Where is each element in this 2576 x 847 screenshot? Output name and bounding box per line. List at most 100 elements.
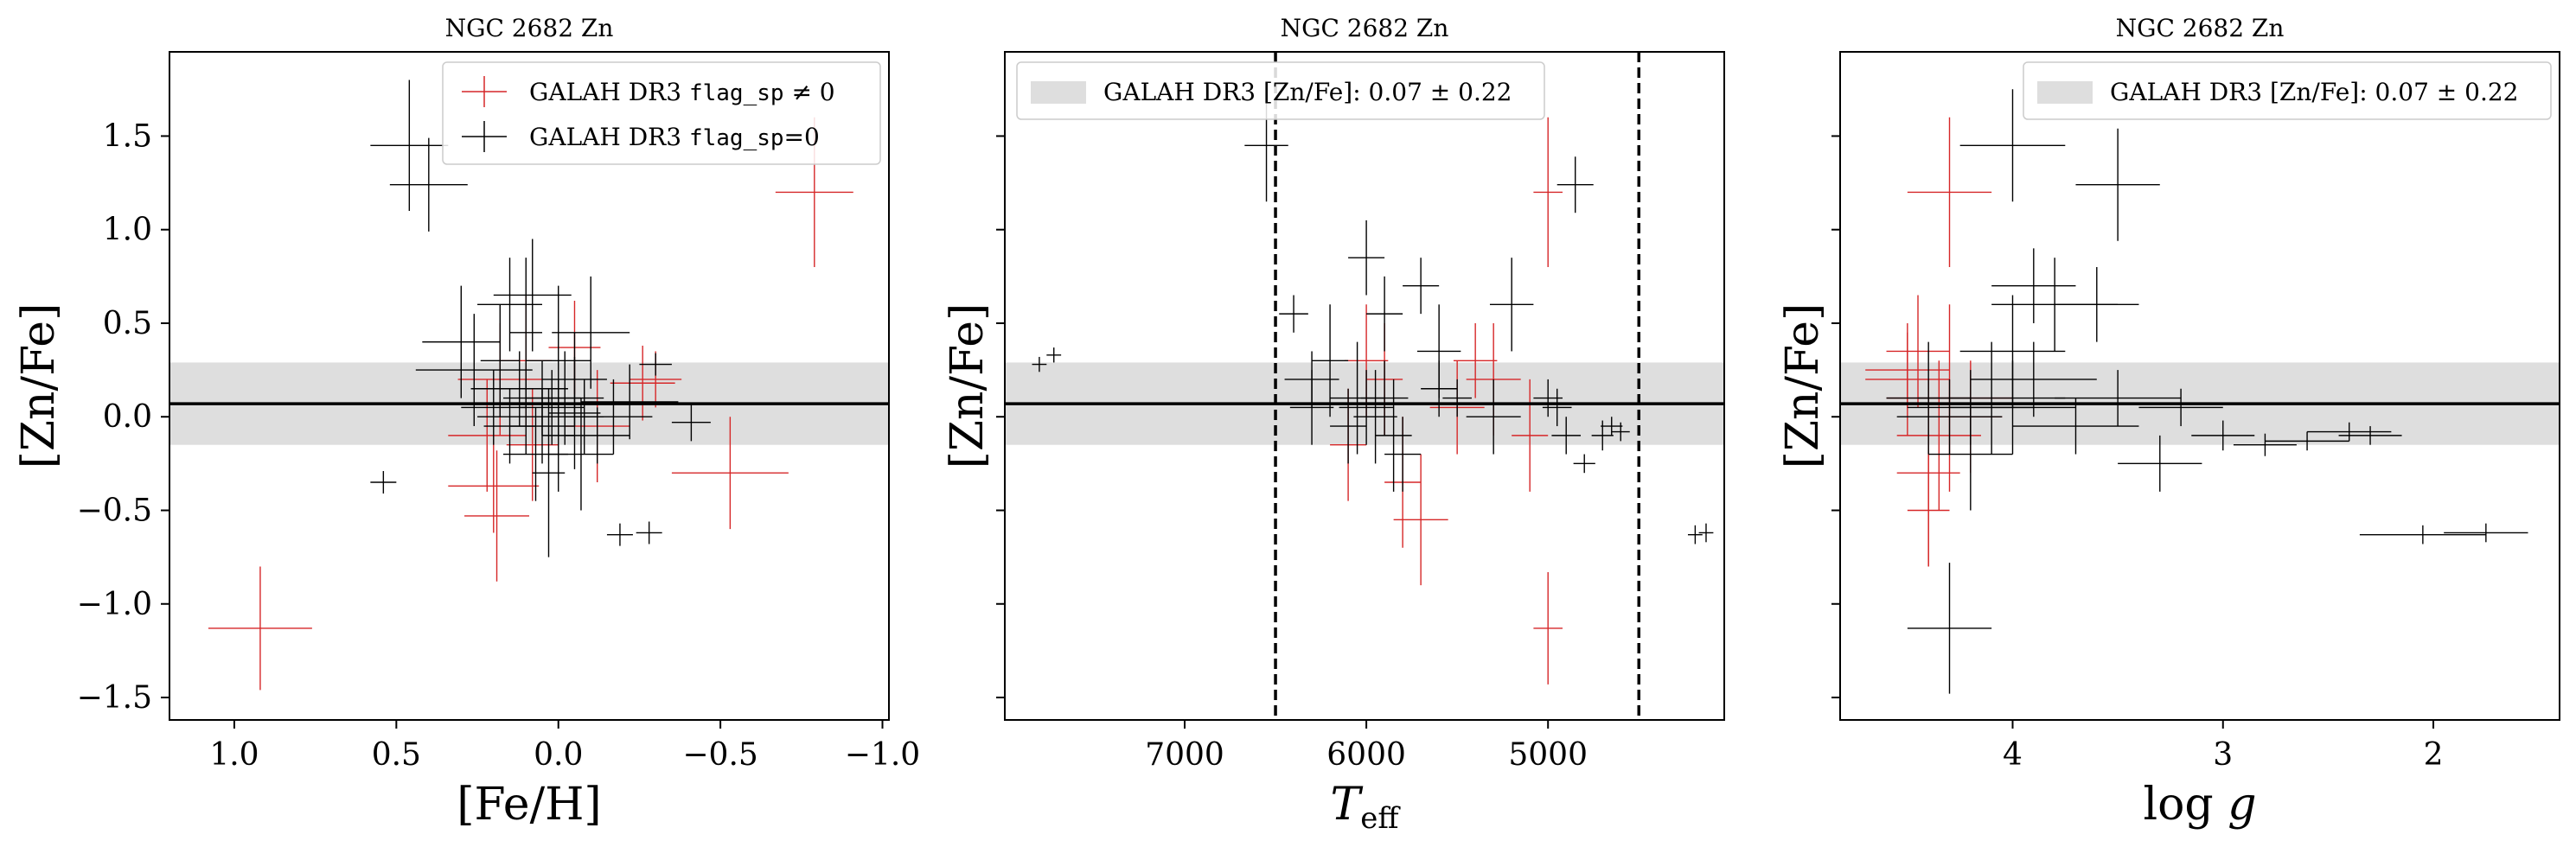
legend-handle bbox=[2037, 81, 2093, 104]
data-point bbox=[2265, 431, 2349, 451]
x-tick-label: 6000 bbox=[1326, 737, 1406, 773]
legend-label-suffix: ≠ 0 bbox=[784, 78, 835, 106]
data-point bbox=[448, 379, 527, 492]
y-axis-label: [Zn/Fe] bbox=[942, 303, 994, 469]
legend-patch bbox=[1031, 81, 1086, 104]
data-point bbox=[2012, 398, 2139, 455]
x-tick-label: 0.5 bbox=[372, 737, 421, 773]
legend-box bbox=[2023, 61, 2552, 120]
data-point bbox=[1601, 417, 1623, 436]
data-point bbox=[493, 239, 572, 352]
legend-box bbox=[1016, 61, 1545, 120]
axes-frame bbox=[169, 51, 890, 721]
data-point bbox=[1533, 379, 1563, 417]
y-tick-label: 0.5 bbox=[103, 306, 152, 341]
y-axis-label: [Zn/Fe] bbox=[1777, 303, 1829, 469]
legend-label-code: flag_sp bbox=[689, 80, 784, 106]
series-1 bbox=[1865, 117, 2013, 567]
panel-2: 7000 6000 5000 NGC 2682 Zn Teff [Zn/Fe] GALAH … bbox=[942, 14, 1725, 836]
plot-area bbox=[169, 80, 889, 691]
panel-3: 4 3 2 NGC 2682 Zn log g [Zn/Fe] GALAH DR3 [Zn/… bbox=[1777, 14, 2560, 831]
data-point bbox=[370, 471, 397, 494]
legend-box bbox=[442, 61, 881, 165]
data-point bbox=[1991, 248, 2076, 323]
data-point bbox=[448, 439, 540, 533]
data-point bbox=[1687, 525, 1703, 544]
data-point bbox=[1907, 454, 1950, 567]
data-point bbox=[2307, 422, 2392, 442]
data-point bbox=[1279, 295, 1308, 333]
series-2 bbox=[1032, 89, 1714, 544]
x-axis-label: Teff bbox=[1331, 779, 1402, 836]
legend-label-prefix: GALAH DR3 [Zn/Fe]: 0.07 ± 0.22 bbox=[2110, 78, 2519, 106]
data-point bbox=[1403, 258, 1440, 315]
legend-label-prefix: GALAH DR3 [Zn/Fe]: 0.07 ± 0.22 bbox=[1103, 78, 1512, 106]
data-point bbox=[1366, 276, 1403, 352]
data-point bbox=[1442, 379, 1472, 417]
data-point bbox=[671, 417, 789, 530]
y-tick-label: −1.5 bbox=[77, 680, 152, 716]
data-point bbox=[1573, 454, 1595, 474]
legend-label: GALAH DR3 flag_sp=0 bbox=[529, 123, 820, 151]
plot-area bbox=[1005, 52, 1724, 720]
data-point bbox=[1959, 89, 2066, 202]
legend-label-prefix: GALAH DR3 bbox=[529, 78, 689, 106]
data-point bbox=[1886, 341, 1971, 455]
x-axis-label-var: g bbox=[2228, 779, 2256, 831]
data-point bbox=[532, 388, 566, 557]
data-point bbox=[1353, 370, 1397, 464]
legend-handle bbox=[462, 121, 507, 152]
axes-frame bbox=[1004, 51, 1725, 721]
x-tick-label: 0.0 bbox=[534, 737, 583, 773]
data-point bbox=[1421, 360, 1458, 417]
data-point bbox=[1886, 295, 1950, 408]
data-point bbox=[1032, 356, 1047, 373]
data-point bbox=[1453, 322, 1498, 398]
data-point bbox=[1896, 360, 1981, 511]
data-point bbox=[2444, 523, 2528, 543]
data-point bbox=[509, 258, 542, 408]
data-point bbox=[639, 353, 672, 376]
data-point bbox=[636, 521, 662, 544]
data-point bbox=[483, 388, 536, 464]
data-point bbox=[2338, 426, 2402, 445]
data-point bbox=[1907, 563, 1992, 694]
data-point bbox=[461, 370, 527, 445]
x-tick-label: 3 bbox=[2213, 737, 2233, 773]
axes-frame bbox=[1839, 51, 2560, 721]
legend-label-code: flag_sp bbox=[689, 125, 784, 151]
data-point bbox=[208, 566, 312, 691]
data-point bbox=[370, 80, 449, 212]
data-point bbox=[1551, 417, 1582, 455]
plot-area bbox=[1840, 89, 2560, 694]
panel-title: NGC 2682 Zn bbox=[2116, 14, 2285, 42]
series-2 bbox=[1886, 89, 2528, 694]
data-point bbox=[2138, 388, 2223, 427]
x-axis-label: [Fe/H] bbox=[457, 779, 601, 831]
data-point bbox=[2191, 420, 2255, 451]
data-point bbox=[503, 360, 581, 436]
data-point bbox=[1533, 571, 1563, 685]
data-point bbox=[2359, 525, 2486, 544]
y-tick-label: 1.0 bbox=[103, 213, 152, 248]
x-axis-label: log g bbox=[2143, 779, 2256, 831]
data-point bbox=[1591, 420, 1614, 451]
x-axis-label-main: T bbox=[1331, 779, 1364, 831]
legend-label: GALAH DR3 [Zn/Fe]: 0.07 ± 0.22 bbox=[1103, 78, 1512, 106]
x-axis-label-sub: eff bbox=[1360, 801, 1401, 836]
data-point bbox=[1284, 351, 1339, 408]
data-point bbox=[1698, 523, 1714, 543]
data-point bbox=[610, 345, 675, 421]
data-point bbox=[1466, 379, 1521, 455]
data-point bbox=[1348, 220, 1385, 296]
data-point bbox=[1330, 388, 1367, 464]
data-point bbox=[1907, 117, 1992, 268]
data-point bbox=[2233, 433, 2297, 456]
data-point bbox=[1312, 304, 1349, 417]
x-tick-label: −0.5 bbox=[682, 737, 757, 773]
y-tick-label: −1.0 bbox=[77, 587, 152, 622]
data-point bbox=[2075, 128, 2160, 241]
data-point bbox=[1489, 258, 1534, 352]
data-point bbox=[1865, 332, 1950, 408]
